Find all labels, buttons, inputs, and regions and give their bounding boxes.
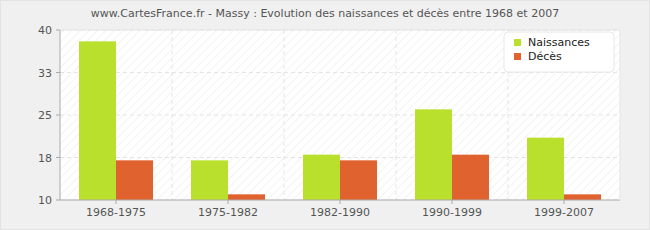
plot-frame-right	[620, 30, 621, 200]
bar	[452, 155, 489, 200]
chart: www.CartesFrance.fr - Massy : Evolution …	[0, 0, 650, 230]
y-tick	[56, 115, 60, 116]
bar	[303, 155, 340, 200]
plot-area	[60, 30, 620, 200]
x-tick	[452, 200, 453, 204]
legend-box	[504, 32, 614, 72]
y-tick	[56, 157, 60, 158]
bar	[79, 41, 116, 200]
bar	[191, 160, 228, 200]
bar	[527, 138, 564, 200]
x-tick-label: 1999-2007	[534, 206, 594, 219]
x-tick	[564, 200, 565, 204]
y-tick	[56, 200, 60, 201]
y-tick-label: 33	[38, 67, 52, 80]
y-axis	[60, 30, 61, 200]
x-tick-label: 1982-1990	[310, 206, 370, 219]
grid-line	[60, 115, 620, 116]
grid-line-x	[396, 30, 397, 200]
x-tick-label: 1968-1975	[86, 206, 146, 219]
x-tick-label: 1990-1999	[422, 206, 482, 219]
y-tick-label: 18	[38, 152, 52, 165]
legend-swatch	[514, 39, 521, 46]
x-tick	[228, 200, 229, 204]
grid-line-x	[284, 30, 285, 200]
grid-line	[60, 30, 620, 31]
background	[1, 1, 650, 230]
bar	[116, 160, 153, 200]
y-tick	[56, 30, 60, 31]
y-tick-label: 25	[38, 109, 52, 122]
title: www.CartesFrance.fr - Massy : Evolution …	[91, 7, 559, 20]
legend-swatch	[514, 53, 521, 60]
bar	[564, 194, 601, 200]
bar	[340, 160, 377, 200]
x-tick	[340, 200, 341, 204]
bar	[228, 194, 265, 200]
y-tick	[56, 72, 60, 73]
legend: NaissancesDécès	[504, 32, 614, 72]
y-tick-label: 40	[38, 24, 52, 37]
legend-label: Décès	[528, 50, 562, 63]
x-tick	[116, 200, 117, 204]
bar	[415, 109, 452, 200]
grid-line-x	[172, 30, 173, 200]
legend-label: Naissances	[528, 36, 590, 49]
y-tick-label: 10	[38, 194, 52, 207]
x-tick-label: 1975-1982	[198, 206, 258, 219]
plot-frame-top	[60, 30, 620, 31]
